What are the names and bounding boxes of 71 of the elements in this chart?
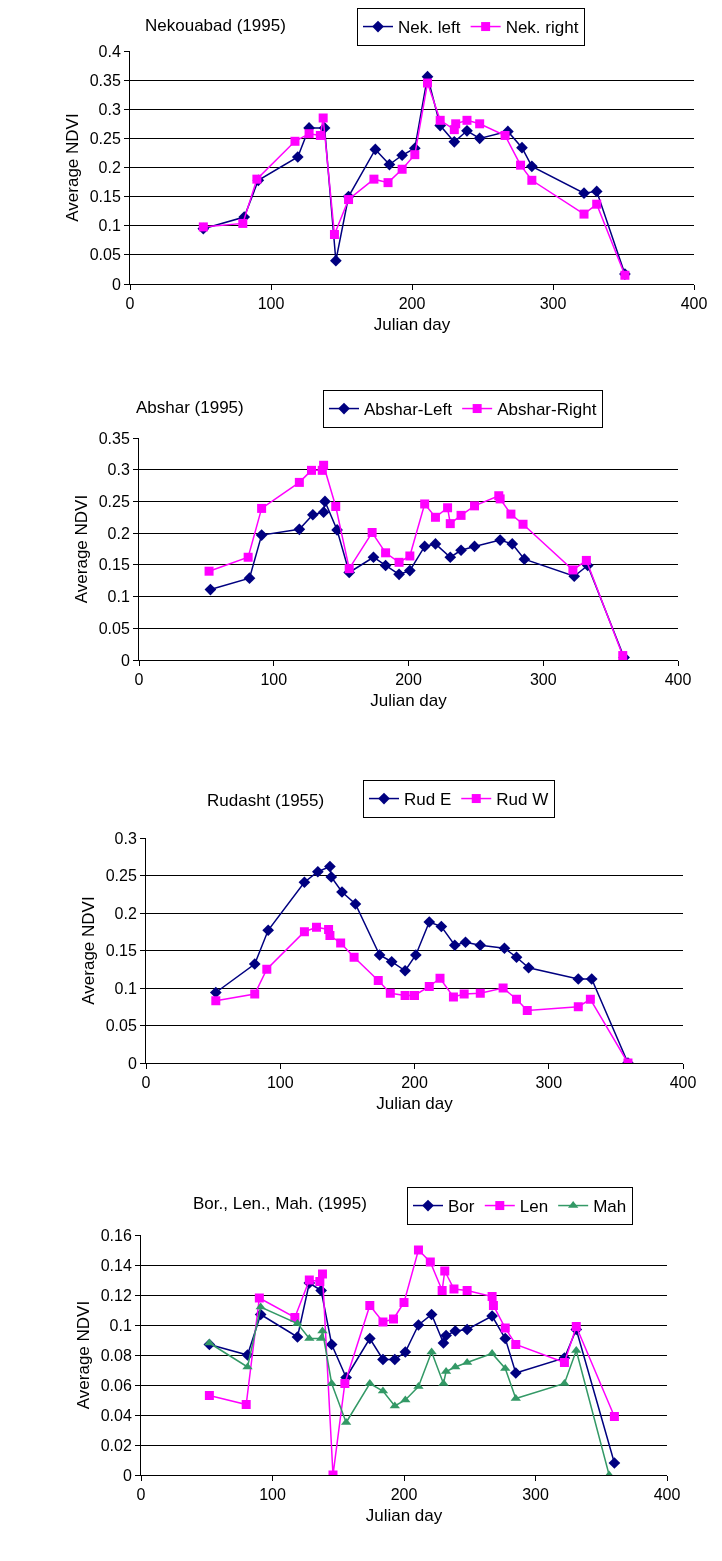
legend-label: Bor (448, 1197, 475, 1217)
y-tick-label: 0 (111, 275, 121, 293)
x-tick-label: 400 (669, 1074, 697, 1092)
y-tick-label: 0.1 (107, 588, 130, 606)
y-tick-label: 0.05 (98, 619, 130, 637)
y-axis-title: Average NDVI (72, 494, 92, 604)
y-tick-label: 0.4 (98, 42, 121, 60)
y-tick-label: 0.06 (100, 1376, 132, 1394)
x-tick-label: 200 (390, 1486, 418, 1504)
x-tick-label: 200 (398, 295, 426, 313)
y-tick-label: 0.3 (107, 461, 130, 479)
x-tick-label: 300 (535, 1074, 563, 1092)
y-tick-label: 0.1 (109, 1316, 132, 1334)
x-tick-label: 200 (401, 1074, 428, 1092)
y-tick-label: 0.3 (98, 100, 121, 118)
x-tick-label: 0 (141, 1074, 151, 1092)
y-tick-label: 0.2 (107, 524, 130, 542)
y-tick-label: 0.14 (100, 1256, 132, 1274)
x-tick-label: 100 (259, 1486, 286, 1504)
legend-label: Abshar-Right (497, 400, 597, 420)
x-axis-title: Julian day (365, 1505, 443, 1525)
legend-label: Nek. left (398, 18, 461, 38)
y-tick-label: 0 (122, 1466, 132, 1484)
y-tick-label: 0.2 (114, 904, 137, 922)
y-tick-label: 0.1 (98, 217, 121, 235)
chart-title: Bor., Len., Mah. (1995) (193, 1194, 367, 1213)
y-tick-label: 0.35 (89, 71, 121, 89)
legend-label: Mah (593, 1197, 627, 1217)
y-tick-label: 0.05 (89, 246, 121, 264)
y-tick-label: 0.15 (89, 188, 121, 206)
chart-title: Abshar (1995) (136, 398, 244, 417)
y-tick-label: 0 (127, 1054, 137, 1072)
legend-label: Nek. right (505, 18, 579, 38)
y-tick-label: 0.35 (98, 429, 130, 447)
y-tick-label: 0.04 (100, 1406, 132, 1424)
x-tick-label: 100 (260, 671, 288, 689)
chart-title: Rudasht (1955) (207, 791, 325, 810)
y-tick-label: 0 (120, 651, 130, 669)
y-tick-label: 0.15 (105, 942, 137, 960)
chart-title: Nekouabad (1995) (145, 16, 286, 35)
x-tick-label: 300 (539, 295, 567, 313)
y-tick-label: 0.25 (89, 129, 121, 147)
legend-label: Rud W (496, 790, 549, 810)
x-tick-label: 200 (395, 671, 422, 689)
y-tick-label: 0.15 (98, 556, 130, 574)
x-tick-label: 400 (680, 295, 708, 313)
y-tick-label: 0.05 (105, 1017, 137, 1035)
y-tick-label: 0.16 (100, 1226, 132, 1244)
legend-label: Abshar-Left (364, 400, 453, 420)
x-tick-label: 300 (529, 671, 557, 689)
x-tick-label: 300 (522, 1486, 549, 1504)
y-tick-label: 0.2 (98, 159, 121, 177)
x-tick-label: 400 (664, 671, 692, 689)
y-axis-title: Average NDVI (79, 896, 99, 1005)
x-tick-label: 400 (653, 1486, 681, 1504)
y-tick-label: 0.08 (100, 1346, 132, 1364)
y-tick-label: 0.02 (100, 1436, 132, 1454)
y-tick-label: 0.12 (100, 1286, 132, 1304)
y-axis-title: Average NDVI (63, 113, 83, 222)
y-tick-label: 0.25 (105, 867, 137, 885)
x-axis-title: Julian day (373, 314, 451, 334)
y-tick-label: 0.1 (114, 979, 137, 997)
x-axis-title: Julian day (370, 690, 448, 710)
legend-label: Len (519, 1197, 549, 1217)
legend-label: Rud E (404, 790, 452, 810)
x-axis-title: Julian day (376, 1093, 454, 1113)
y-tick-label: 0.3 (114, 829, 137, 847)
y-tick-label: 0.25 (98, 493, 130, 511)
x-tick-label: 100 (266, 1074, 294, 1092)
x-tick-label: 100 (257, 295, 285, 313)
y-axis-title: Average NDVI (74, 1300, 94, 1410)
